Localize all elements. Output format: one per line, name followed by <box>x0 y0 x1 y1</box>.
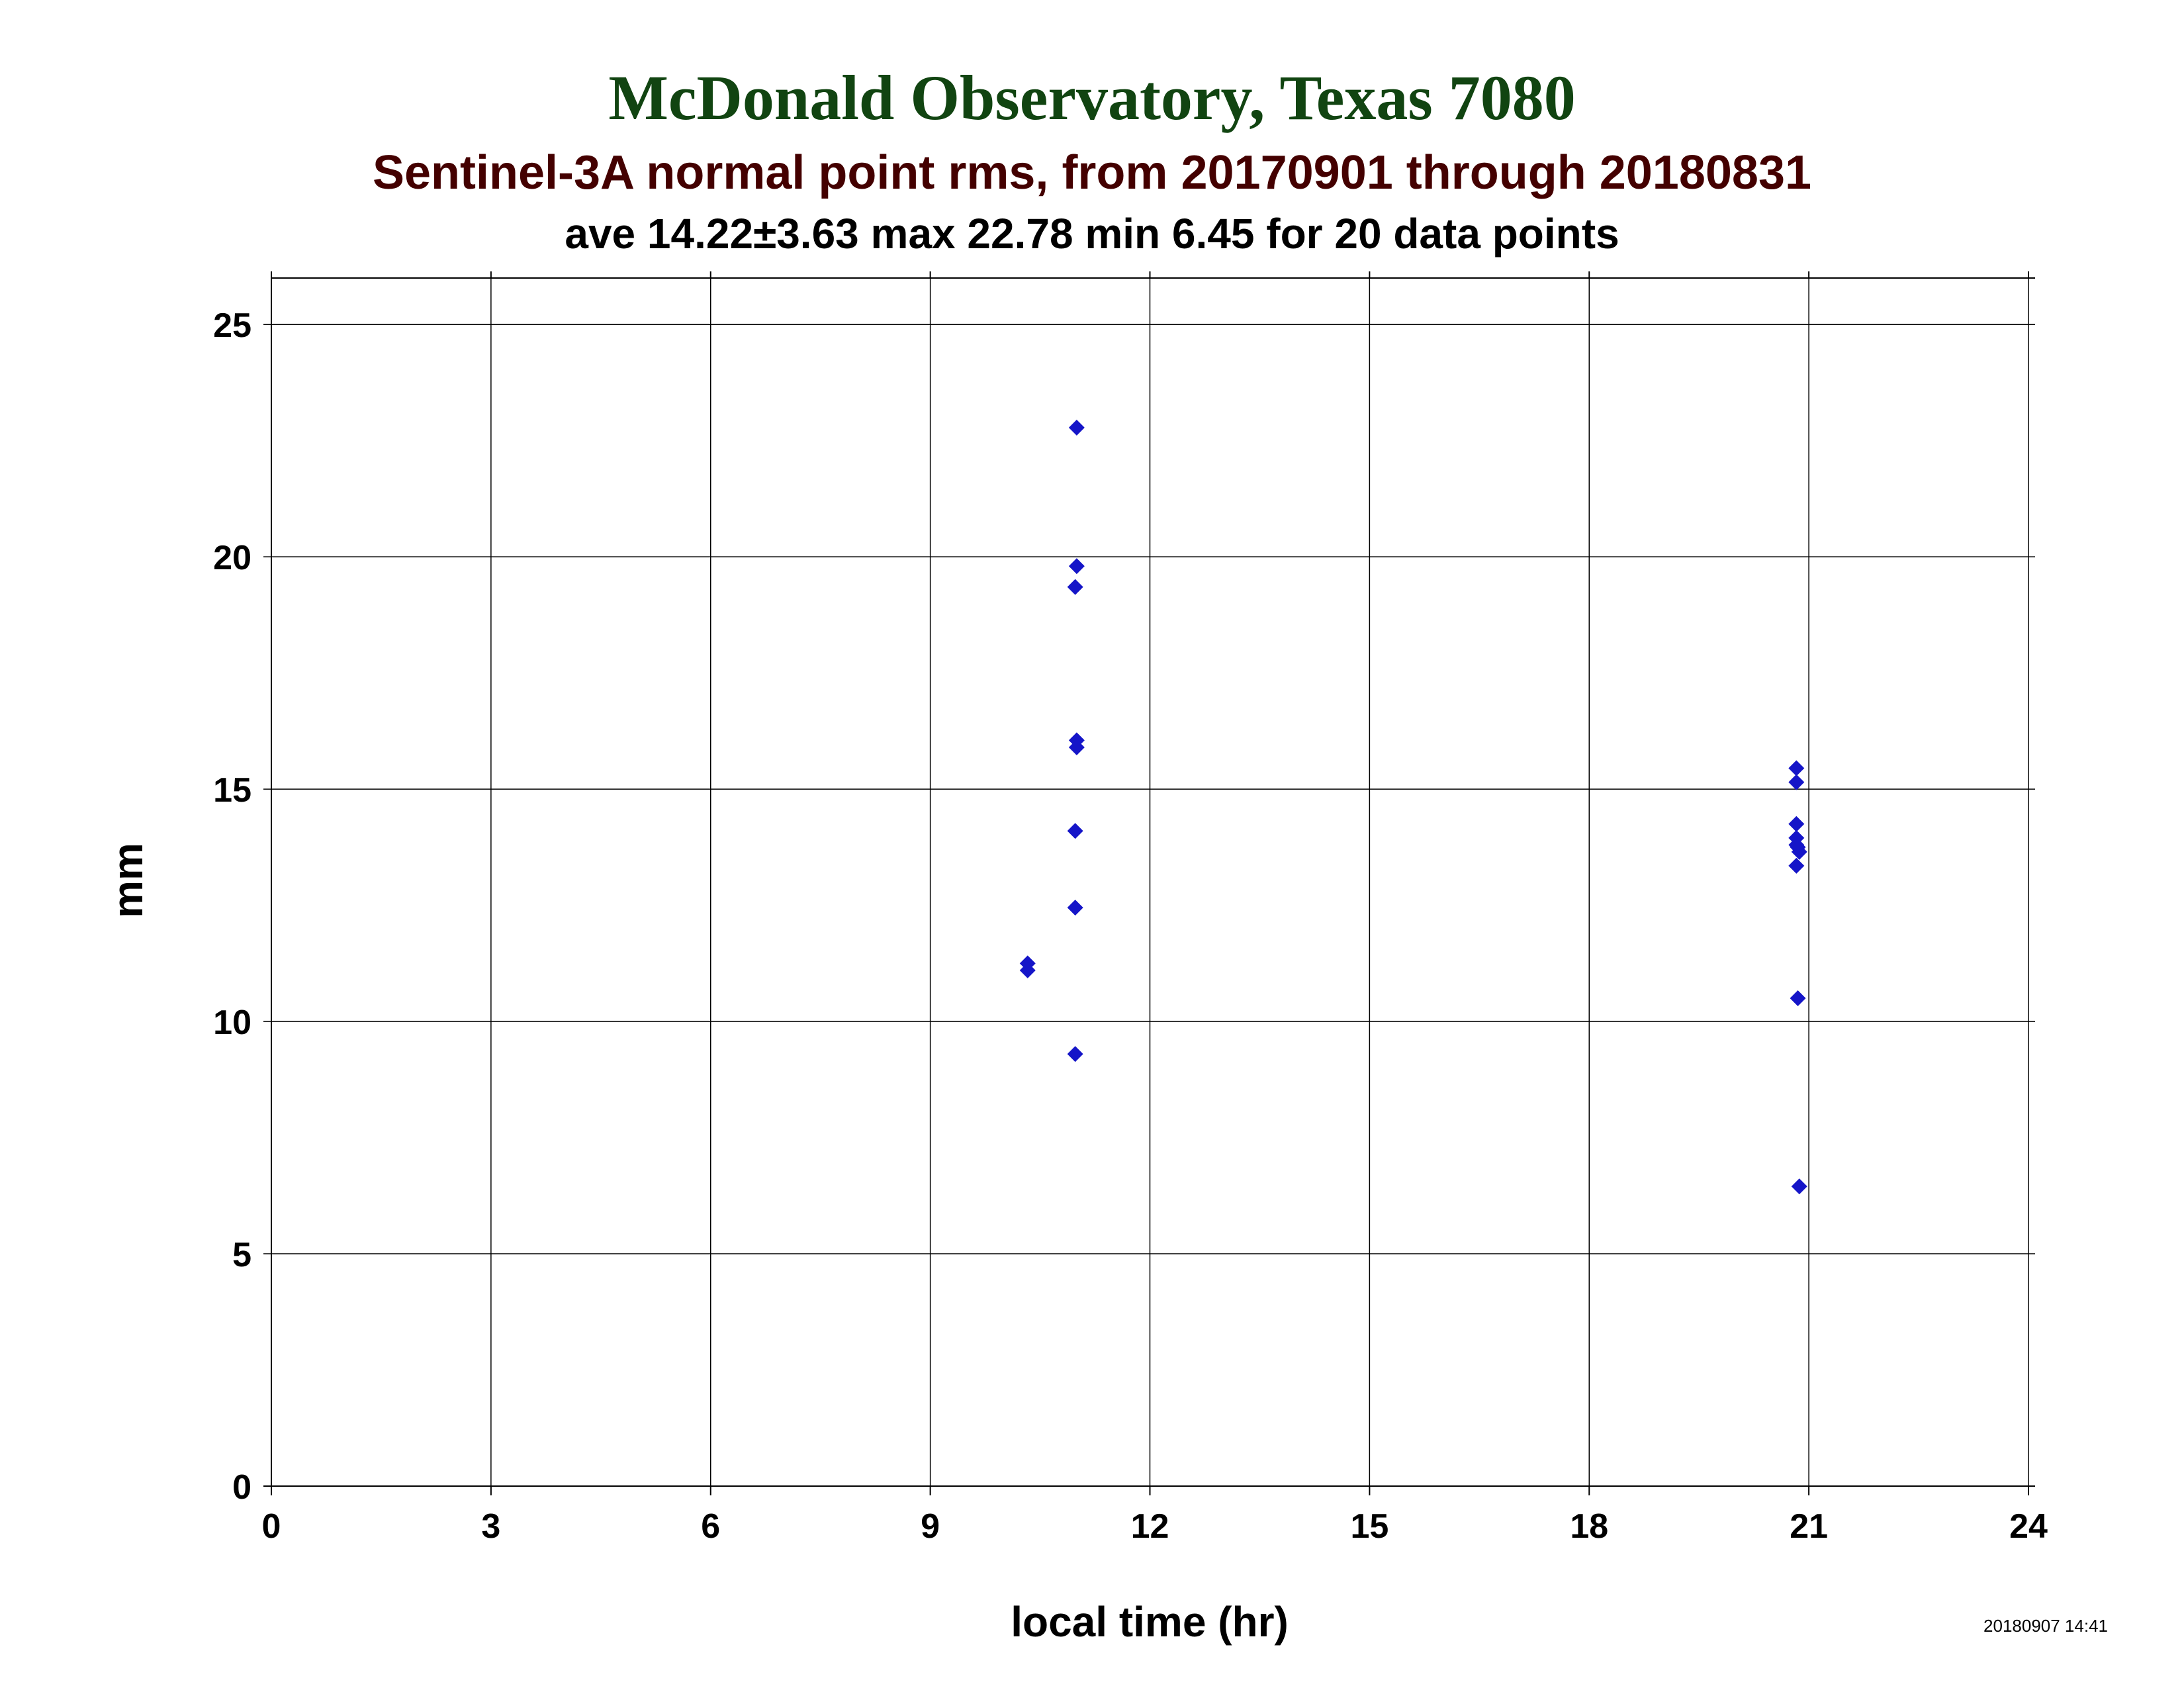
data-point <box>1788 857 1805 874</box>
y-tick-label: 5 <box>232 1236 251 1274</box>
data-point <box>1019 962 1036 978</box>
data-points <box>1019 420 1807 1195</box>
data-point <box>1068 739 1085 755</box>
data-point <box>1067 1046 1083 1062</box>
grid-lines <box>263 278 2035 1486</box>
data-point <box>1788 774 1805 790</box>
y-tick-label: 15 <box>213 771 251 810</box>
x-tick-label: 3 <box>481 1507 500 1546</box>
x-tick-label: 0 <box>262 1507 281 1546</box>
x-tick-label: 15 <box>1350 1507 1388 1546</box>
chart-subtitle: Sentinel-3A normal point rms, from 20170… <box>373 146 1811 199</box>
data-point <box>1067 900 1083 916</box>
data-point <box>1788 816 1805 832</box>
data-point <box>1791 1178 1807 1195</box>
data-point <box>1068 420 1085 436</box>
y-tick-label: 25 <box>213 306 251 345</box>
timestamp: 20180907 14:41 <box>1983 1616 2108 1636</box>
y-tick-label: 0 <box>232 1468 251 1507</box>
x-tick-labels: 0 3 6 9 12 15 18 21 24 <box>262 1507 2048 1546</box>
x-tick-label: 18 <box>1570 1507 1608 1546</box>
y-axis-label: mm <box>104 843 152 918</box>
x-tick-label: 6 <box>701 1507 720 1546</box>
chart-stats: ave 14.22±3.63 max 22.78 min 6.45 for 20… <box>565 210 1619 258</box>
x-tick-label: 21 <box>1790 1507 1828 1546</box>
x-tick-label: 12 <box>1131 1507 1169 1546</box>
y-tick-label: 20 <box>213 539 251 577</box>
chart-title: McDonald Observatory, Texas 7080 <box>608 62 1575 133</box>
data-point <box>1067 579 1083 595</box>
y-tick-label: 10 <box>213 1004 251 1042</box>
data-point <box>1790 990 1806 1006</box>
x-tick-label: 24 <box>2009 1507 2048 1546</box>
data-point <box>1067 823 1083 839</box>
plot-frame <box>263 271 2035 1495</box>
data-point <box>1790 839 1806 855</box>
data-point <box>1068 558 1085 575</box>
x-tick-label: 9 <box>921 1507 940 1546</box>
y-tick-labels: 0 5 10 15 20 25 <box>213 306 251 1507</box>
x-axis-label: local time (hr) <box>1011 1598 1289 1646</box>
data-point <box>1788 760 1805 776</box>
